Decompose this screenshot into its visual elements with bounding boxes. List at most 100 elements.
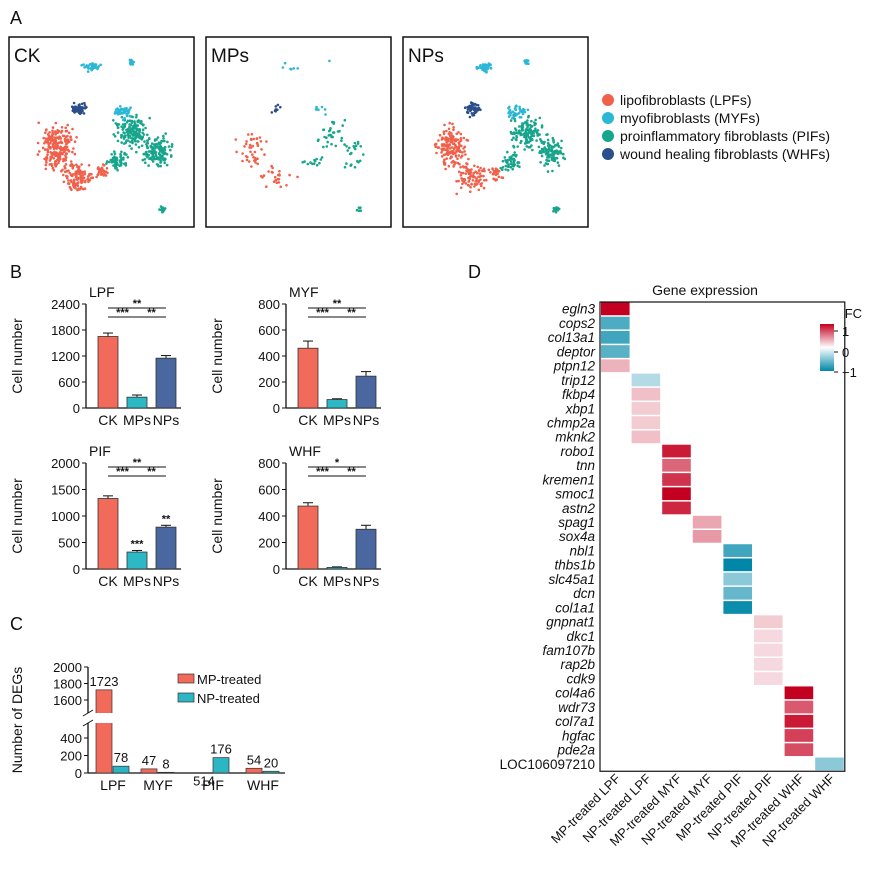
heatmap-cell-gnpnat1: [754, 615, 783, 629]
umap-point-pif: [145, 152, 149, 156]
umap-point-lpf: [54, 136, 58, 140]
umap-point-lpf: [459, 174, 463, 177]
umap-point-lpf: [235, 150, 238, 154]
y-tick-label: 0: [75, 766, 82, 781]
row-label: col7a1: [555, 714, 595, 729]
umap-point-lpf: [57, 141, 61, 144]
umap-point-lpf: [54, 140, 57, 143]
umap-point-myf: [129, 106, 132, 109]
umap-point-lpf: [60, 126, 64, 129]
umap-point-lpf: [261, 176, 264, 179]
heatmap-cell-col4a6: [784, 686, 814, 700]
umap-point-lpf: [454, 154, 458, 157]
umap-point-lpf: [438, 133, 442, 137]
umap-point-lpf: [71, 173, 74, 176]
umap-point-pif: [124, 162, 128, 165]
umap-point-pif: [540, 139, 543, 143]
umap-point-lpf: [101, 169, 105, 173]
umap-point-lpf: [248, 143, 252, 147]
umap-point-pif: [506, 150, 509, 154]
umap-point-myf: [80, 64, 83, 67]
umap-point-lpf: [54, 145, 57, 148]
umap-point-lpf: [459, 186, 463, 190]
umap-point-pif: [530, 125, 533, 128]
umap-point-pif: [155, 142, 158, 146]
heatmap-cell-chmp2a: [631, 416, 661, 429]
umap-point-pif: [528, 131, 531, 134]
umap-point-lpf: [270, 164, 273, 168]
umap-point-lpf: [67, 182, 71, 185]
umap-point-lpf: [56, 143, 59, 146]
umap-point-lpf: [36, 153, 40, 156]
umap-point-whf: [473, 108, 477, 111]
row-label: thbs1b: [554, 558, 595, 573]
umap-point-lpf: [489, 171, 492, 174]
umap-point-pif: [110, 153, 113, 156]
umap-point-pif: [141, 128, 145, 131]
umap-point-pif: [556, 207, 560, 210]
umap-point-lpf: [76, 182, 79, 186]
umap-point-pif: [530, 133, 533, 136]
umap-point-lpf: [97, 172, 100, 176]
umap-point-lpf: [448, 134, 452, 137]
umap-point-pif: [128, 144, 131, 148]
umap-point-lpf: [80, 163, 83, 166]
umap-point-lpf: [461, 182, 464, 186]
significance-label: **: [133, 298, 142, 310]
heatmap-cell-cops2: [601, 316, 630, 330]
umap-point-myf: [289, 68, 293, 71]
umap-point-pif: [159, 144, 162, 147]
umap-point-lpf: [54, 121, 58, 125]
umap-point-lpf: [463, 150, 466, 153]
panel-letter-a: A: [10, 8, 22, 28]
umap-point-lpf: [83, 187, 87, 190]
row-label: astn2: [562, 501, 596, 516]
umap-point-pif: [362, 153, 365, 156]
umap-point-lpf: [475, 177, 479, 181]
umap-point-lpf: [76, 165, 79, 168]
row-label: wdr73: [558, 700, 595, 715]
umap-point-lpf: [66, 138, 69, 141]
umap-point-pif: [507, 165, 510, 169]
umap-point-lpf: [56, 155, 59, 158]
umap-point-lpf: [250, 138, 253, 141]
y-tick-label: 500: [58, 536, 80, 551]
umap-point-pif: [309, 161, 312, 164]
umap-point-pif: [534, 127, 537, 130]
umap-point-lpf: [473, 185, 476, 188]
umap-point-lpf: [59, 157, 62, 161]
umap-point-lpf: [453, 163, 456, 166]
umap-point-pif: [540, 124, 544, 127]
umap-point-pif: [506, 158, 510, 162]
umap-point-pif: [329, 127, 332, 130]
umap-point-pif: [112, 160, 116, 164]
umap-point-lpf: [461, 171, 465, 175]
umap-point-lpf: [453, 161, 456, 164]
umap-point-pif: [510, 138, 514, 142]
umap-point-pif: [144, 161, 147, 164]
umap-panels: CK MPs NPs: [8, 36, 589, 228]
umap-point-pif: [543, 146, 547, 149]
umap-point-pif: [354, 144, 358, 147]
umap-point-pif: [547, 153, 550, 157]
umap-point-pif: [551, 169, 554, 173]
umap-point-lpf: [450, 139, 454, 143]
deg-value-label: 8: [162, 756, 169, 771]
umap-point-lpf: [464, 165, 467, 169]
umap-point-myf: [323, 108, 327, 111]
umap-point-pif: [135, 132, 138, 135]
umap-point-pif: [158, 152, 161, 155]
umap-point-lpf: [479, 178, 482, 181]
umap-point-pif: [165, 153, 169, 156]
umap-point-pif: [147, 137, 151, 140]
umap-point-lpf: [71, 167, 75, 170]
deg-legend-np-swatch: [177, 692, 195, 703]
umap-point-lpf: [480, 184, 483, 188]
umap-point-lpf: [83, 180, 87, 184]
umap-point-lpf: [466, 183, 470, 187]
umap-point-lpf: [71, 150, 74, 154]
umap-point-pif: [153, 138, 157, 141]
umap-point-pif: [520, 139, 523, 143]
umap-point-lpf: [260, 148, 263, 151]
umap-point-pif: [140, 120, 143, 123]
